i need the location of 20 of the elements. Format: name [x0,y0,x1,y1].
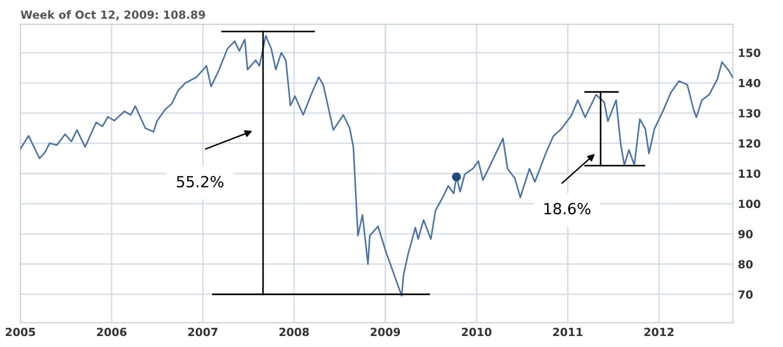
y-tick-label: 110 [739,169,760,178]
y-tick-label: 120 [739,139,760,148]
x-tick-label: 2009 [370,328,400,336]
x-tick-label: 2010 [462,328,492,336]
y-tick-label: 100 [739,200,760,208]
x-tick-label: 2008 [279,328,309,336]
annotation: 18.6% [544,202,590,214]
y-tick-label: 80 [738,260,753,268]
x-tick-label: 2006 [97,328,126,336]
x-tick-label: 2005 [6,328,36,336]
y-tick-label: 140 [739,78,760,88]
x-tick-label: 2011 [553,328,582,336]
x-tick-label: 2007 [188,328,218,336]
y-tick-label: 90 [738,230,753,238]
x-tick-label: 2012 [644,328,674,336]
y-tick-label: 130 [739,109,760,118]
chart-title: Week of Oct 12, 2009: 108.89 [20,10,206,20]
annotation: 55.2% [176,176,224,188]
y-tick-label: 70 [738,290,753,299]
y-tick-label: 150 [739,48,760,58]
